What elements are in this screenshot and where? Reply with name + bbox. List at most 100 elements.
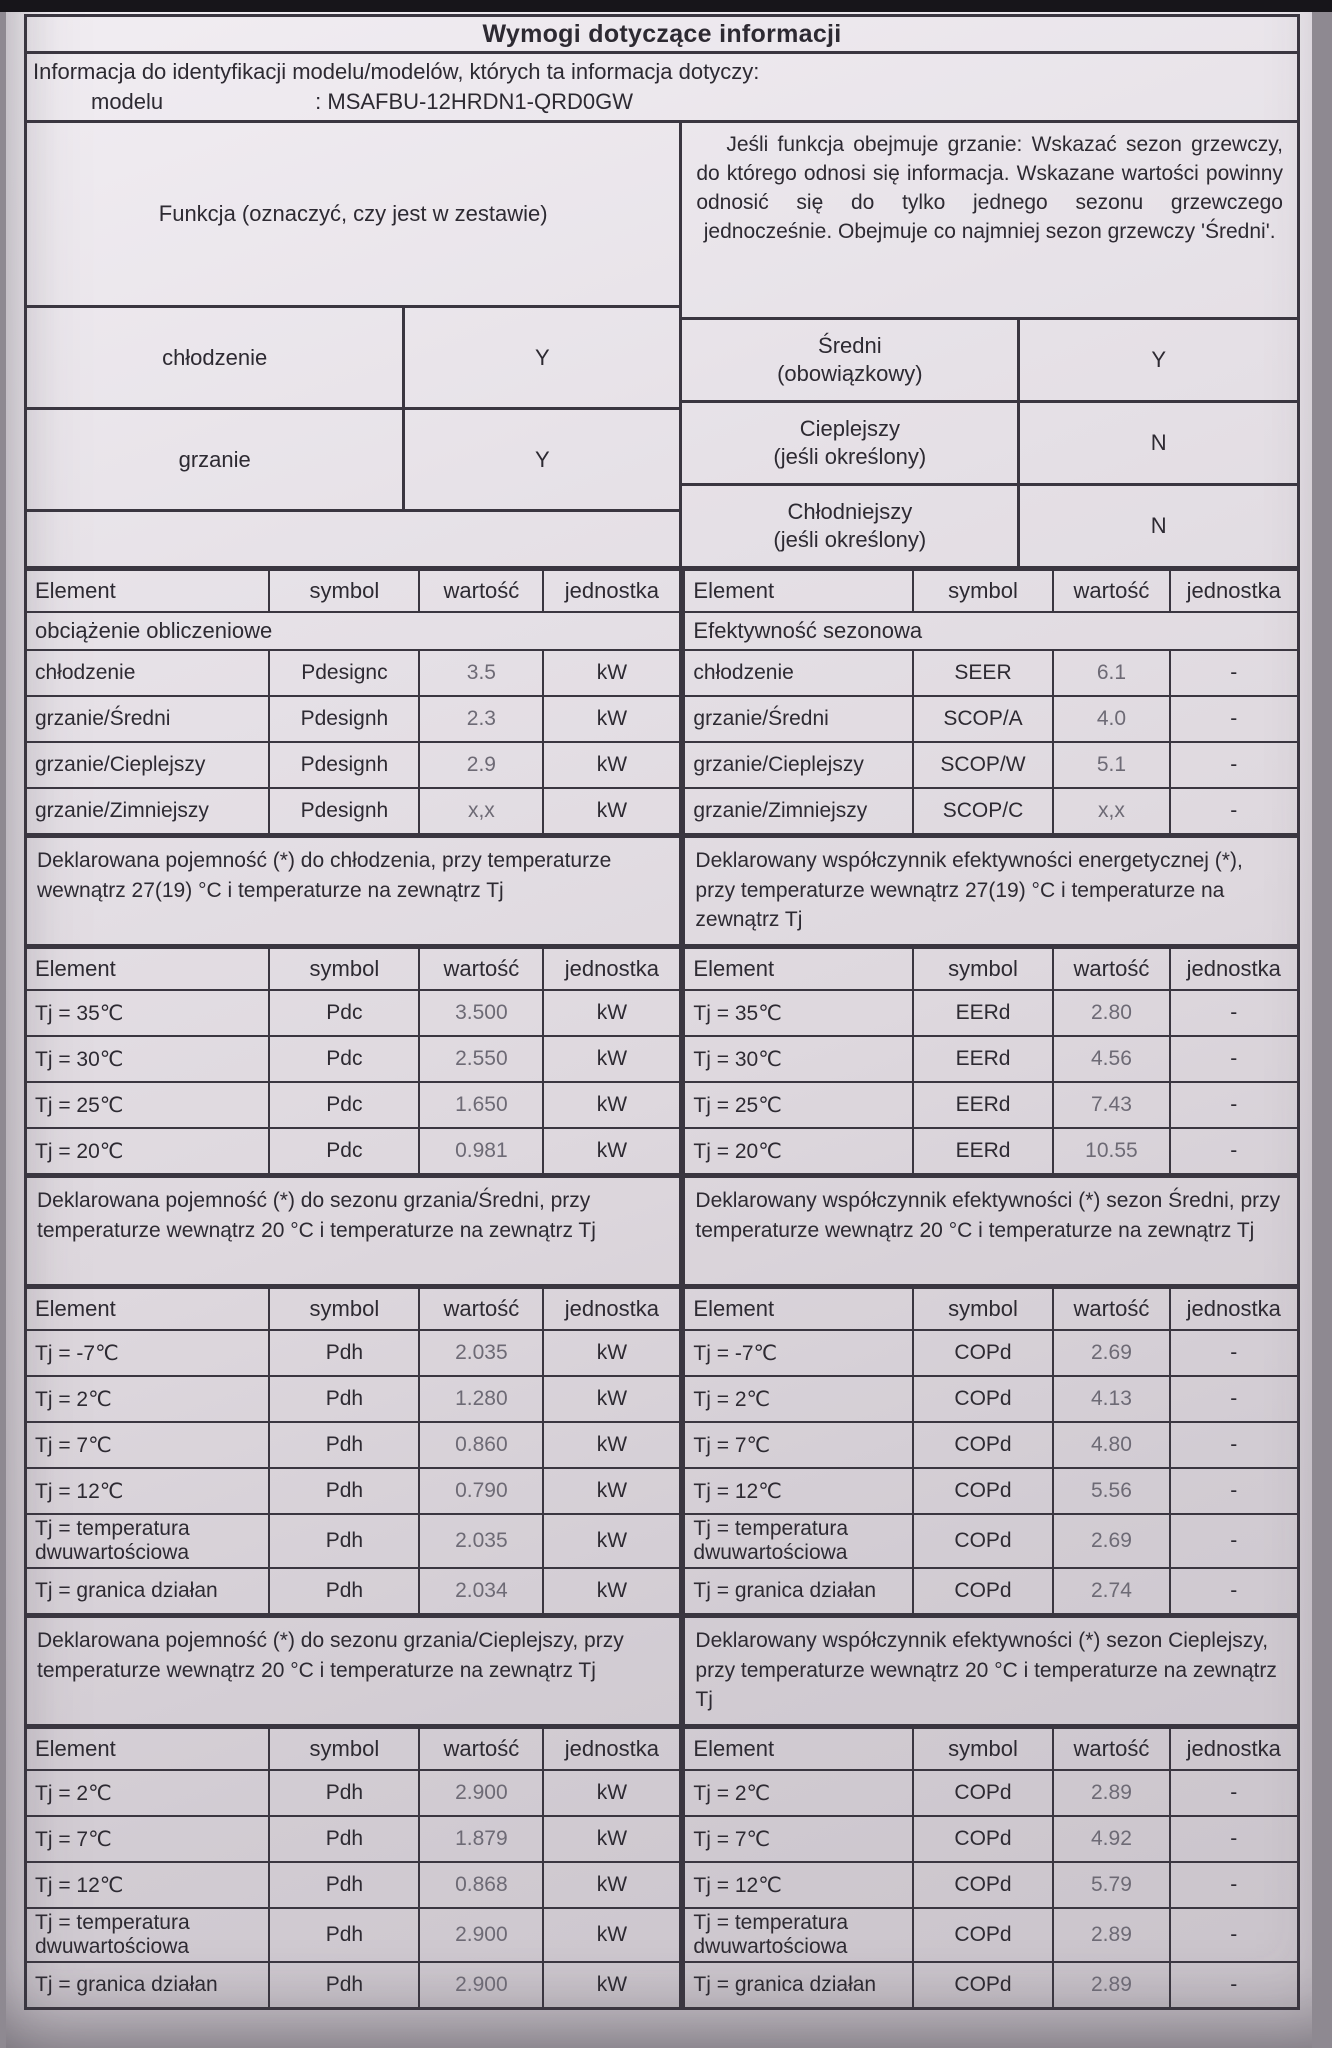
table-header-row: Element symbol wartość jednostka: [685, 571, 1297, 612]
table-row: chłodzenie Pdesignc 3.5 kW: [27, 649, 680, 696]
cell-value: 0.868: [418, 1863, 542, 1908]
cell-element: grzanie/Zimniejszy: [693, 799, 868, 823]
cell-unit: -: [1168, 1963, 1297, 2008]
cell-symbol: COPd: [911, 1863, 1053, 1908]
cell-symbol: Pdc: [268, 1037, 418, 1082]
cell-value: 1.650: [418, 1083, 542, 1128]
cell-value: 4.0: [1052, 697, 1168, 742]
cell-unit: -: [1168, 743, 1297, 788]
table-row: Tj = temperatura dwuwartościowa COPd 2.69-: [685, 1513, 1297, 1568]
function-header-cell: Funkcja (oznaczyć, czy jest w zestawie): [158, 201, 548, 227]
section-note: Deklarowana pojemność (*) do sezonu grza…: [24, 1615, 683, 1728]
section-note: Deklarowany współczynnik efektywności (*…: [682, 1615, 1300, 1728]
model-label: modelu: [91, 88, 164, 114]
cell-value: 4.80: [1052, 1423, 1168, 1468]
season-value: N: [1150, 430, 1167, 456]
cell-unit: kW: [542, 1377, 679, 1422]
table-row: Tj = 12℃ COPd 5.79-: [685, 1861, 1297, 1908]
cell-element: Tj = 20℃: [35, 1139, 124, 1163]
photo-dark-edge: [0, 0, 1332, 12]
model-info-text: Informacja do identyfikacji modelu/model…: [33, 59, 760, 84]
cell-element: Tj = temperatura dwuwartościowa: [693, 1911, 849, 1959]
table-row: chłodzenie SEER 6.1-: [685, 649, 1297, 696]
cell-symbol: Pdh: [268, 1331, 418, 1376]
cell-symbol: Pdh: [268, 1377, 418, 1422]
cell-symbol: Pdesignh: [268, 697, 418, 742]
table-header-cell: jednostka: [542, 949, 679, 990]
cell-symbol: COPd: [911, 1963, 1053, 2008]
cell-unit: -: [1168, 1817, 1297, 1862]
table-header-cell: jednostka: [1168, 1729, 1297, 1770]
cell-symbol: Pdh: [268, 1515, 418, 1568]
table-header-cell: jednostka: [542, 571, 679, 612]
cell-element: grzanie/Cieplejszy: [35, 753, 206, 777]
cell-unit: kW: [542, 1469, 679, 1514]
table-header-cell: symbol: [268, 1289, 418, 1330]
table-row: grzanie/Zimniejszy Pdesignh x,x kW: [27, 787, 680, 834]
table-row: Tj = 30℃ Pdc 2.550 kW: [27, 1035, 680, 1082]
table-header-cell: Element: [35, 1296, 116, 1322]
cell-element: Tj = 2℃: [35, 1387, 112, 1411]
table-row: Tj = 7℃ COPd 4.80-: [685, 1421, 1297, 1468]
model-value: : MSAFBU-12HRDN1-QRD0GW: [315, 88, 633, 114]
table-subheader-row: Efektywność sezonowa: [685, 611, 1297, 649]
document-page: Wymogi dotyczące informacji Informacja d…: [6, 12, 1312, 2048]
cell-value: 4.56: [1052, 1037, 1168, 1082]
table-header-cell: symbol: [911, 949, 1053, 990]
cell-element: Tj = 30℃: [35, 1047, 124, 1071]
cell-element: Tj = 2℃: [35, 1781, 112, 1805]
cell-symbol: Pdh: [268, 1817, 418, 1862]
cell-element: Tj = 35℃: [693, 1001, 782, 1025]
cell-symbol: Pdesignh: [268, 789, 418, 834]
table-row: Tj = granica działan COPd 2.89-: [685, 1961, 1297, 2008]
table-header-cell: wartość: [418, 1289, 542, 1330]
cell-symbol: Pdh: [268, 1423, 418, 1468]
season-row-colder: Chłodniejszy (jeśli określony) N: [682, 483, 1297, 567]
cell-value: 2.80: [1052, 991, 1168, 1036]
cell-value: 2.69: [1052, 1331, 1168, 1376]
season-row-warmer: Cieplejszy (jeśli określony) N: [682, 400, 1297, 484]
season-label: Chłodniejszy (jeśli określony): [682, 486, 1021, 567]
table-row: Tj = 7℃ COPd 4.92-: [685, 1815, 1297, 1862]
table-header-cell: symbol: [268, 571, 418, 612]
cell-symbol: COPd: [911, 1377, 1053, 1422]
cell-element: grzanie/Zimniejszy: [35, 799, 209, 823]
table-row: grzanie/Średni SCOP/A 4.0-: [685, 695, 1297, 742]
cell-element: Tj = temperatura dwuwartościowa: [35, 1911, 190, 1959]
table-header-cell: wartość: [418, 1729, 542, 1770]
cell-value: 2.900: [418, 1771, 542, 1816]
cell-element: Tj = 2℃: [693, 1781, 771, 1805]
cell-symbol: SCOP/W: [911, 743, 1053, 788]
function-label: chłodzenie: [27, 308, 406, 408]
cell-unit: kW: [542, 1963, 679, 2008]
table-header-cell: symbol: [911, 1729, 1053, 1770]
cell-symbol: Pdh: [268, 1771, 418, 1816]
cell-element: Tj = temperatura dwuwartościowa: [693, 1517, 849, 1565]
season-qualifier: (obowiązkowy): [777, 361, 923, 387]
cell-value: 0.981: [418, 1129, 542, 1174]
cell-element: chłodzenie: [693, 661, 794, 685]
cell-unit: kW: [542, 1771, 679, 1816]
cell-value: 4.92: [1052, 1817, 1168, 1862]
table-row: Tj = granica działan COPd 2.74-: [685, 1567, 1297, 1614]
cell-value: 3.500: [418, 991, 542, 1036]
cell-unit: kW: [542, 743, 679, 788]
cell-element: Tj = temperatura dwuwartościowa: [35, 1517, 190, 1565]
cell-symbol: COPd: [911, 1909, 1053, 1962]
table-header-cell: wartość: [418, 571, 542, 612]
cell-unit: -: [1168, 651, 1297, 696]
cell-value: 2.035: [418, 1331, 542, 1376]
cell-symbol: Pdc: [268, 991, 418, 1036]
function-section: Funkcja (oznaczyć, czy jest w zestawie) …: [24, 123, 1300, 570]
table-header-cell: symbol: [268, 949, 418, 990]
cell-element: grzanie/Cieplejszy: [693, 753, 864, 777]
table-row: Tj = temperatura dwuwartościowa COPd 2.89-: [685, 1907, 1297, 1962]
cell-symbol: Pdh: [268, 1863, 418, 1908]
table-header-cell: wartość: [1052, 1729, 1168, 1770]
table-header-row: Element symbol wartość jednostka: [27, 571, 679, 612]
table-row: Tj = 35℃ Pdc 3.500 kW: [27, 989, 680, 1036]
cell-unit: kW: [542, 789, 679, 834]
section-note: Deklarowany współczynnik efektywności en…: [682, 835, 1300, 948]
data-table: Element symbol wartość jednostka Efektywność…: [682, 568, 1300, 837]
table-row: Tj = 2℃ COPd 2.89-: [685, 1769, 1297, 1816]
